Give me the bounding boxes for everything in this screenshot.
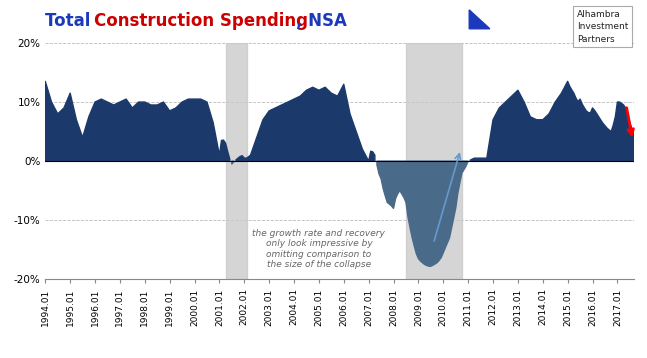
Text: Total: Total [45, 12, 96, 30]
Polygon shape [469, 10, 490, 29]
Bar [226, 43, 247, 279]
Text: the growth rate and recovery
only look impressive by
omitting comparison to
the : the growth rate and recovery only look i… [252, 229, 386, 269]
Text: Construction Spending: Construction Spending [94, 12, 307, 30]
Text: , NSA: , NSA [296, 12, 346, 30]
Text: Alhambra
Investment
Partners: Alhambra Investment Partners [576, 10, 628, 44]
Bar [406, 43, 462, 279]
